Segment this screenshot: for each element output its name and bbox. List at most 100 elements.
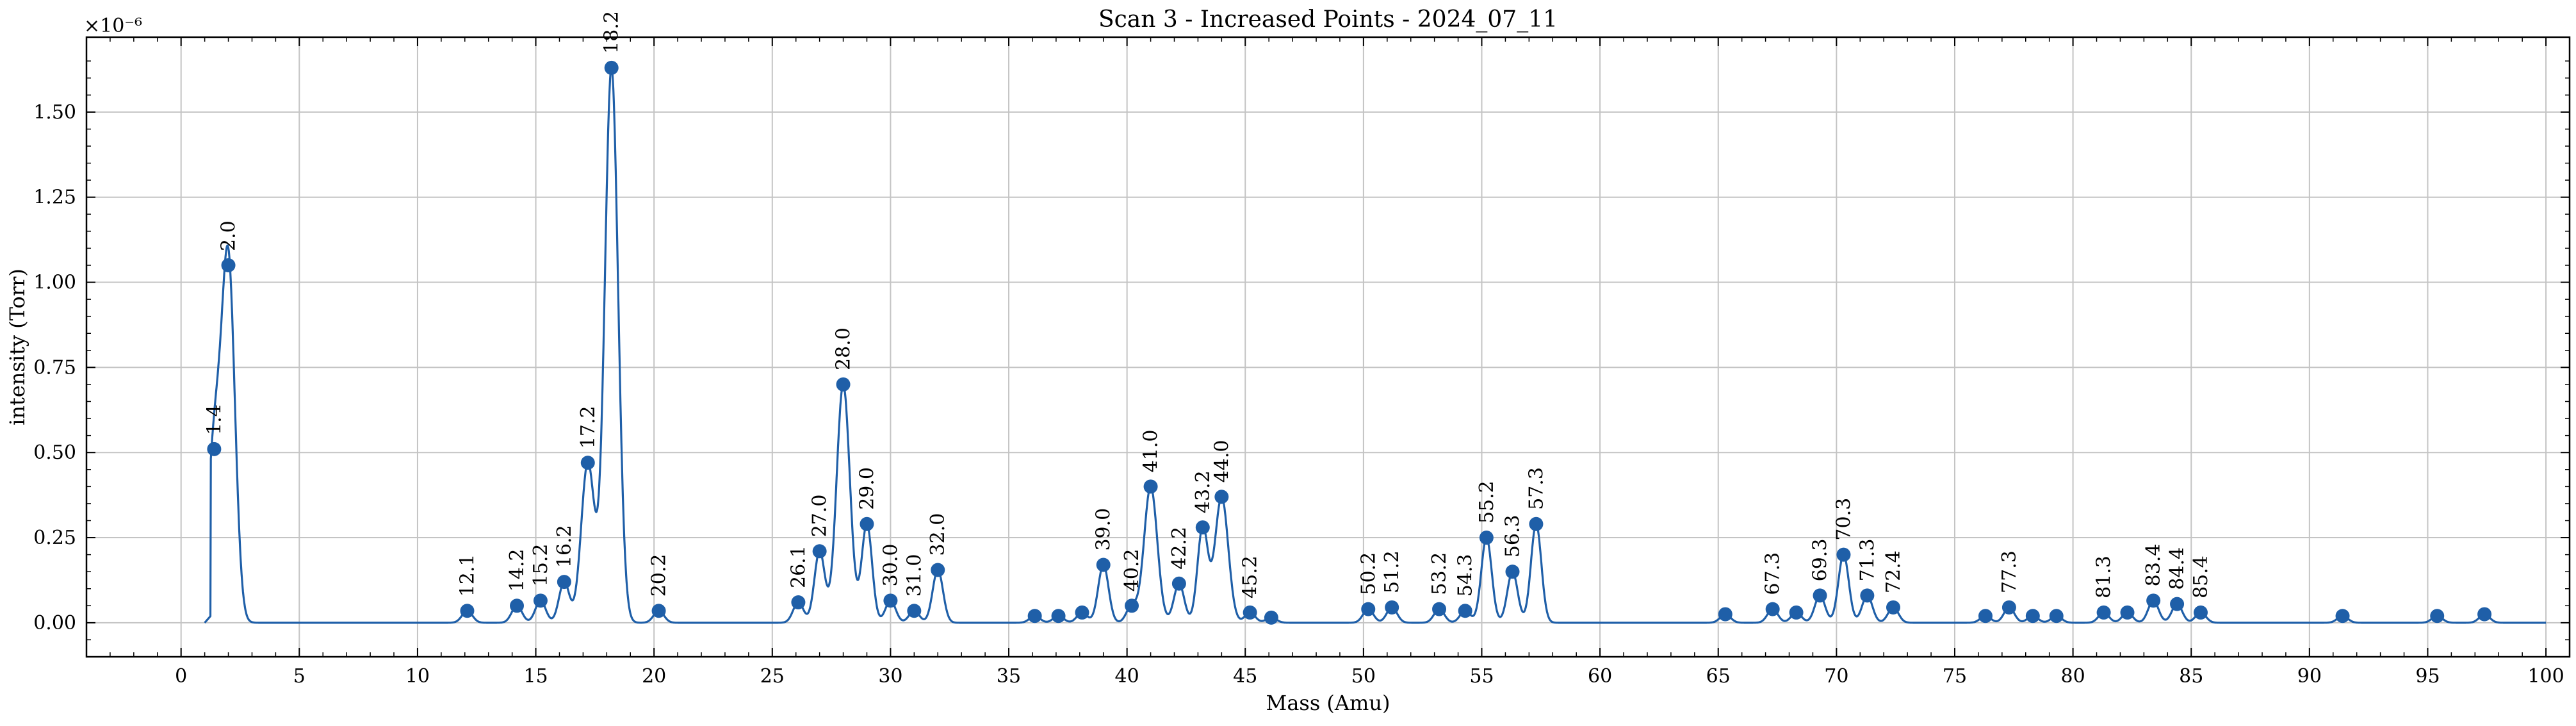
peak-marker [2335, 609, 2350, 623]
x-tick-label: 0 [175, 665, 187, 688]
peak-label: 67.3 [1762, 552, 1784, 595]
peak-marker [1765, 602, 1780, 616]
x-axis-label: Mass (Amu) [1266, 691, 1390, 715]
peak-label: 56.3 [1502, 515, 1524, 557]
axis-ticks: 0 5 10 15 20 25 30 35 40 45 50 55 60 65 70 75 80 85 90 95 10… [33, 37, 2570, 688]
peak-marker [221, 258, 236, 272]
y-tick-label: 0.25 [33, 527, 76, 549]
peak-marker [2170, 597, 2185, 611]
y-tick-label: 0.75 [33, 356, 76, 379]
peak-marker [207, 441, 222, 456]
peak-label: 32.0 [927, 513, 949, 556]
peak-marker [812, 544, 827, 559]
y-tick-label: 1.25 [33, 186, 76, 209]
peak-marker [604, 60, 619, 75]
peak-marker [1479, 531, 1494, 545]
peak-label: 51.2 [1381, 550, 1403, 593]
peak-marker [1385, 600, 1399, 615]
peak-label: 14.2 [506, 549, 528, 592]
x-tick-label: 25 [760, 665, 785, 688]
peak-label: 70.3 [1832, 498, 1855, 541]
x-tick-label: 85 [2179, 665, 2203, 688]
x-tick-label: 75 [1943, 665, 1967, 688]
peak-label: 39.0 [1093, 508, 1115, 551]
peak-marker [533, 593, 548, 608]
peak-marker [1860, 588, 1875, 603]
peak-label: 43.2 [1192, 470, 1214, 513]
y-tick-label: 1.50 [33, 101, 76, 124]
peak-marker [1243, 605, 1257, 620]
peak-label: 20.2 [648, 554, 671, 597]
peak-marker [1171, 576, 1186, 591]
peak-marker [2120, 605, 2135, 620]
x-tick-label: 70 [1824, 665, 1848, 688]
peak-marker [510, 598, 525, 613]
peak-label: 31.0 [903, 554, 925, 597]
peak-label: 16.2 [553, 525, 576, 568]
peak-marker [2096, 605, 2111, 620]
peak-marker [1789, 605, 1804, 620]
peak-marker [1027, 609, 1042, 623]
peak-marker [2477, 607, 2492, 622]
peak-marker [1143, 479, 1158, 494]
peak-marker [1214, 490, 1229, 504]
peak-marker [1505, 565, 1520, 579]
peak-marker [931, 563, 945, 577]
peak-marker [2001, 600, 2016, 615]
x-tick-label: 10 [405, 665, 430, 688]
peak-marker [1886, 600, 1900, 615]
peak-label: 55.2 [1476, 481, 1498, 524]
peak-marker [1458, 604, 1472, 618]
peak-marker [1718, 607, 1732, 622]
peak-label: 29.0 [856, 467, 878, 510]
peak-label: 40.2 [1121, 549, 1143, 592]
peak-label: 72.4 [1882, 550, 1905, 593]
x-tick-label: 100 [2527, 665, 2564, 688]
peak-label: 69.3 [1809, 539, 1832, 582]
peak-marker [791, 595, 806, 609]
peak-label: 84.4 [2166, 547, 2189, 590]
peak-marker [907, 604, 922, 618]
peak-label: 30.0 [879, 544, 902, 587]
peak-marker [2193, 605, 2208, 620]
y-axis-offset-label: ×10⁻⁶ [84, 15, 142, 37]
peak-labels: 1.4 2.0 12.1 14.2 15.2 16.2 17.2 18.2 20.2 26.1 27… [203, 11, 2212, 598]
peak-label: 83.4 [2142, 544, 2165, 587]
peak-label: 2.0 [218, 220, 240, 251]
peak-marker [580, 456, 595, 470]
peak-marker [1529, 516, 1544, 531]
peak-marker [557, 575, 571, 590]
peak-label: 1.4 [203, 404, 225, 435]
y-tick-label: 0.00 [33, 612, 76, 634]
x-tick-label: 95 [2415, 665, 2440, 688]
peak-label: 15.2 [530, 544, 552, 587]
y-axis-label: intensity (Torr) [5, 268, 29, 425]
x-tick-label: 80 [2061, 665, 2085, 688]
y-tick-label: 1.00 [33, 272, 76, 294]
peak-marker [1264, 610, 1278, 625]
peak-marker [1125, 598, 1139, 613]
peak-marker [860, 516, 874, 531]
peak-label: 50.2 [1357, 552, 1380, 595]
peak-marker [883, 593, 898, 608]
x-tick-label: 35 [997, 665, 1021, 688]
chart-title: Scan 3 - Increased Points - 2024_07_11 [1098, 6, 1558, 33]
peak-marker [1836, 547, 1851, 562]
peak-marker [836, 377, 851, 392]
peak-marker [2146, 593, 2161, 608]
x-tick-label: 90 [2297, 665, 2322, 688]
peak-marker [1075, 605, 1089, 620]
peak-label: 81.3 [2093, 556, 2115, 598]
plot-frame [85, 36, 2571, 658]
peak-marker [460, 604, 475, 618]
x-tick-label: 40 [1115, 665, 1139, 688]
x-tick-label: 55 [1469, 665, 1494, 688]
grid [86, 37, 2570, 657]
peak-label: 27.0 [809, 494, 831, 537]
peak-label: 42.2 [1168, 527, 1191, 570]
peak-label: 57.3 [1525, 467, 1547, 510]
peak-label: 53.2 [1428, 552, 1451, 595]
peak-label: 85.4 [2190, 556, 2212, 598]
peak-label: 54.3 [1455, 554, 1477, 597]
